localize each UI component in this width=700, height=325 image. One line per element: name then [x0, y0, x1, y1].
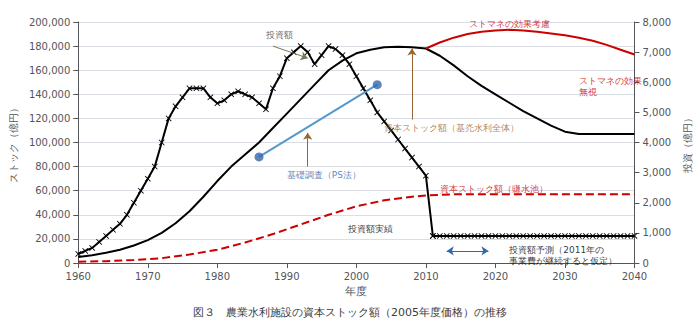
svg-text:2000: 2000 [344, 271, 369, 282]
svg-text:年度: 年度 [345, 285, 367, 298]
svg-text:8,000: 8,000 [642, 17, 671, 28]
svg-text:200,000: 200,000 [29, 17, 70, 28]
svg-text:0: 0 [64, 258, 70, 269]
svg-text:投資（億円）: 投資（億円） [682, 113, 693, 174]
svg-text:60,000: 60,000 [35, 185, 70, 196]
svg-text:投資額予測（2011年の: 投資額予測（2011年の [508, 245, 604, 255]
svg-text:160,000: 160,000 [29, 65, 70, 76]
svg-text:180,000: 180,000 [29, 41, 70, 52]
svg-text:6,000: 6,000 [642, 77, 671, 88]
svg-text:1990: 1990 [274, 271, 299, 282]
svg-text:資本ストック額（基灮水利全体）: 資本ストック額（基灮水利全体） [384, 123, 519, 133]
svg-text:0: 0 [642, 258, 648, 269]
svg-text:4,000: 4,000 [642, 137, 671, 148]
svg-text:ストマネの効果: ストマネの効果 [579, 76, 642, 86]
svg-text:投資額: 投資額 [265, 30, 293, 40]
svg-text:5,000: 5,000 [642, 107, 671, 118]
svg-text:事業費が継続すると仮定）: 事業費が継続すると仮定） [509, 256, 617, 266]
svg-text:ストマネの効果考慮: ストマネの効果考慮 [469, 19, 550, 29]
svg-text:無視: 無視 [579, 87, 597, 97]
svg-text:投資額実績: 投資額実績 [347, 224, 393, 234]
svg-text:7,000: 7,000 [642, 47, 671, 58]
svg-text:20,000: 20,000 [35, 233, 70, 244]
svg-text:120,000: 120,000 [29, 113, 70, 124]
svg-text:3,000: 3,000 [642, 167, 671, 178]
svg-text:図３ 農業水利施設の資本ストック額（2005年度価格）の推移: 図３ 農業水利施設の資本ストック額（2005年度価格）の推移 [193, 306, 507, 319]
svg-text:2030: 2030 [552, 271, 577, 282]
svg-text:ストック（億円）: ストック（億円） [8, 103, 19, 183]
svg-text:1,000: 1,000 [642, 227, 671, 238]
svg-text:資本ストック額（豏水池）: 資本ストック額（豏水池） [440, 184, 548, 194]
svg-text:140,000: 140,000 [29, 89, 70, 100]
svg-text:2010: 2010 [413, 271, 438, 282]
svg-text:1970: 1970 [135, 271, 160, 282]
svg-text:基礎調査（PS法）: 基礎調査（PS法） [287, 170, 361, 180]
svg-text:2040: 2040 [622, 271, 647, 282]
svg-text:2020: 2020 [483, 271, 508, 282]
svg-text:1960: 1960 [66, 271, 91, 282]
svg-text:100,000: 100,000 [29, 137, 70, 148]
svg-text:2,000: 2,000 [642, 197, 671, 208]
svg-text:80,000: 80,000 [35, 161, 70, 172]
svg-text:1980: 1980 [205, 271, 230, 282]
svg-text:40,000: 40,000 [35, 209, 70, 220]
